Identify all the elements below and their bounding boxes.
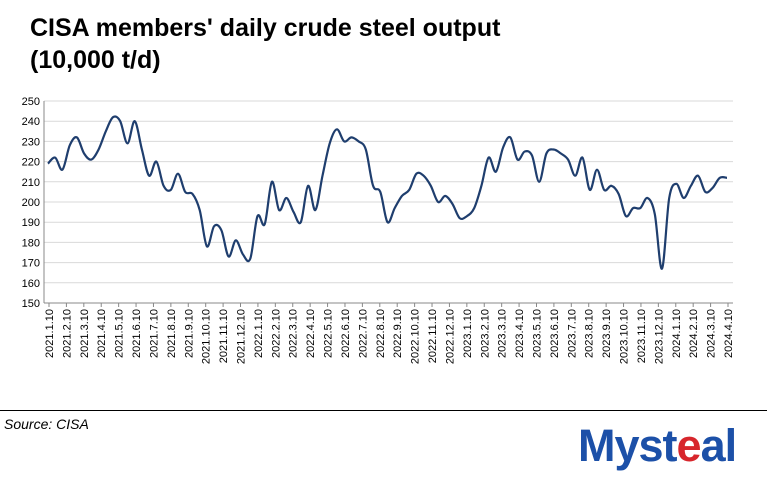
y-tick-label: 250 (22, 96, 40, 108)
divider (0, 410, 767, 411)
y-tick-label: 170 (22, 258, 40, 270)
chart-title-line1: CISA members' daily crude steel output (30, 14, 501, 42)
x-tick-label: 2024.2.10 (688, 309, 700, 358)
x-tick-label: 2022.2.10 (270, 309, 282, 358)
x-tick-label: 2022.10.10 (410, 309, 422, 364)
x-tick-label: 2021.12.10 (236, 309, 248, 364)
y-tick-label: 240 (22, 116, 40, 128)
x-tick-label: 2023.12.10 (653, 309, 665, 364)
x-tick-label: 2024.3.10 (706, 309, 718, 358)
y-tick-label: 190 (22, 217, 40, 229)
x-tick-label: 2022.6.10 (340, 309, 352, 358)
y-tick-label: 230 (22, 136, 40, 148)
x-tick-label: 2023.7.10 (566, 309, 578, 358)
x-tick-label: 2022.8.10 (375, 309, 387, 358)
chart-title-line2: (10,000 t/d) (30, 46, 161, 74)
x-tick-label: 2021.7.10 (148, 309, 160, 358)
y-tick-label: 210 (22, 177, 40, 189)
logo-text-tail: al (700, 420, 738, 471)
line-chart: 150 160 170 180 190 200 210 220 230 240 250 2021.1… (22, 96, 735, 364)
x-tick-label: 2021.2.10 (61, 309, 73, 358)
y-tick-label: 150 (22, 298, 40, 310)
x-tick-label: 2021.10.10 (201, 309, 213, 364)
y-tick-label: 220 (22, 157, 40, 169)
x-tick-label: 2023.1.10 (462, 309, 474, 358)
x-tick-label: 2022.1.10 (253, 309, 265, 358)
x-tick-label: 2021.4.10 (96, 309, 108, 358)
x-tick-label: 2022.4.10 (305, 309, 317, 358)
x-tick-label: 2024.4.10 (723, 309, 735, 358)
x-tick-label: 2021.9.10 (183, 309, 195, 358)
x-tick-label: 2021.5.10 (114, 309, 126, 358)
x-tick-label: 2023.4.10 (514, 309, 526, 358)
x-tick-label: 2023.3.10 (497, 309, 509, 358)
x-tick-label: 2022.11.10 (427, 309, 439, 363)
x-tick-label: 2022.12.10 (444, 309, 456, 364)
x-axis: 2021.1.10 2021.2.10 2021.3.10 2021.4.10 2021… (44, 302, 735, 364)
x-tick-label: 2023.5.10 (531, 309, 543, 358)
x-tick-label: 2023.2.10 (479, 309, 491, 358)
x-tick-label: 2021.3.10 (79, 309, 91, 358)
x-tick-label: 2022.9.10 (392, 309, 404, 358)
y-tick-label: 200 (22, 197, 40, 209)
x-tick-label: 2022.7.10 (357, 309, 369, 358)
y-axis: 150 160 170 180 190 200 210 220 230 240 250 (22, 96, 45, 310)
logo-text-accent: e (676, 420, 702, 471)
y-tick-label: 160 (22, 278, 40, 290)
mysteel-logo[interactable]: Mysteal (578, 420, 738, 472)
x-tick-label: 2022.5.10 (323, 309, 335, 358)
x-tick-label: 2024.1.10 (671, 309, 683, 358)
chart-title: CISA members' daily crude steel output (1… (30, 12, 730, 76)
series-line (47, 115, 728, 270)
x-tick-label: 2023.11.10 (636, 309, 648, 363)
logo-text-main: Myst (578, 420, 678, 471)
x-tick-label: 2023.6.10 (549, 309, 561, 358)
x-tick-label: 2023.9.10 (601, 309, 613, 358)
x-tick-label: 2022.3.10 (288, 309, 300, 358)
y-tick-label: 180 (22, 237, 40, 249)
plot-area (47, 115, 728, 270)
x-tick-label: 2021.6.10 (131, 309, 143, 358)
x-tick-label: 2021.11.10 (218, 309, 230, 363)
x-tick-label: 2021.1.10 (44, 309, 56, 358)
x-tick-label: 2021.8.10 (166, 309, 178, 358)
x-tick-label: 2023.10.10 (619, 309, 631, 364)
x-tick-label: 2023.8.10 (584, 309, 596, 358)
gridlines (44, 100, 733, 304)
source-note: Source: CISA (4, 416, 89, 432)
